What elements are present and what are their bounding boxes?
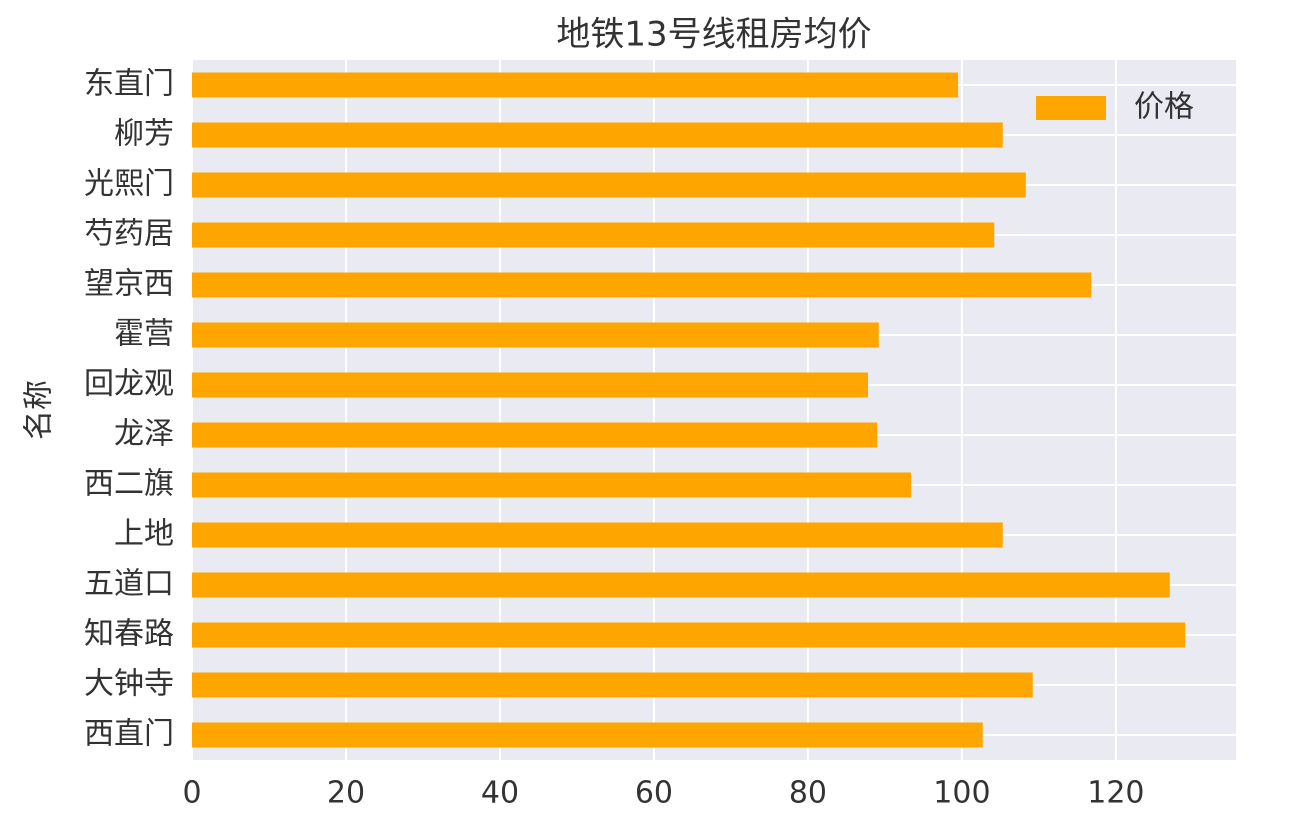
bar <box>192 172 1026 198</box>
plot-area <box>192 60 1236 760</box>
bar <box>192 522 1003 548</box>
y-axis-label: 名称 <box>22 380 57 440</box>
y-tick-label: 上地 <box>114 517 174 552</box>
bar <box>192 222 995 248</box>
y-tick-label: 五道口 <box>84 567 174 602</box>
x-tick-label: 100 <box>933 776 990 811</box>
bar <box>192 322 879 348</box>
y-tick-label: 东直门 <box>84 67 174 102</box>
legend-swatch <box>1036 96 1106 120</box>
y-tick-label: 西直门 <box>84 717 174 752</box>
y-tick-label: 回龙观 <box>84 367 174 402</box>
bar <box>192 472 912 498</box>
bar <box>192 422 878 448</box>
bar <box>192 372 868 398</box>
x-tick-label: 20 <box>327 776 365 811</box>
bar <box>192 672 1033 698</box>
x-tick-label: 0 <box>182 776 201 811</box>
chart-title: 地铁13号线租房均价 <box>556 15 871 55</box>
x-tick-label: 60 <box>635 776 673 811</box>
x-tick-label: 40 <box>481 776 519 811</box>
legend-label: 价格 <box>1134 90 1194 125</box>
bar <box>192 272 1092 298</box>
bar <box>192 572 1170 598</box>
bar <box>192 72 959 98</box>
x-tick-label: 80 <box>789 776 827 811</box>
y-tick-label: 望京西 <box>84 267 174 302</box>
y-tick-label: 霍营 <box>114 317 174 352</box>
y-tick-label: 西二旗 <box>84 467 174 502</box>
y-tick-label: 龙泽 <box>114 417 174 452</box>
bar <box>192 722 983 748</box>
bar <box>192 622 1186 648</box>
y-tick-label: 芍药居 <box>84 217 174 252</box>
y-tick-label: 光熙门 <box>84 167 174 202</box>
y-tick-label: 知春路 <box>84 617 174 652</box>
y-tick-label: 大钟寺 <box>84 667 174 702</box>
x-tick-label: 120 <box>1087 776 1144 811</box>
y-tick-label: 柳芳 <box>114 117 174 152</box>
bar <box>192 122 1003 148</box>
